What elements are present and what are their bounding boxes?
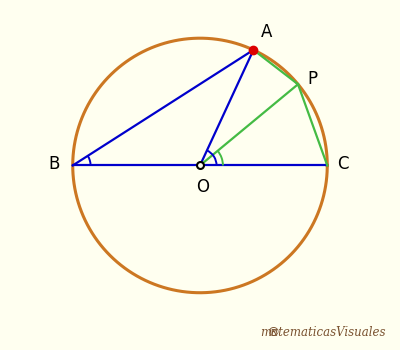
Text: ®: ® xyxy=(266,326,280,339)
Text: O: O xyxy=(196,178,209,196)
Text: B: B xyxy=(49,155,60,173)
Text: P: P xyxy=(307,70,317,88)
Text: A: A xyxy=(261,23,272,41)
Text: matematicasVisuales: matematicasVisuales xyxy=(260,326,386,339)
Text: C: C xyxy=(338,155,349,173)
